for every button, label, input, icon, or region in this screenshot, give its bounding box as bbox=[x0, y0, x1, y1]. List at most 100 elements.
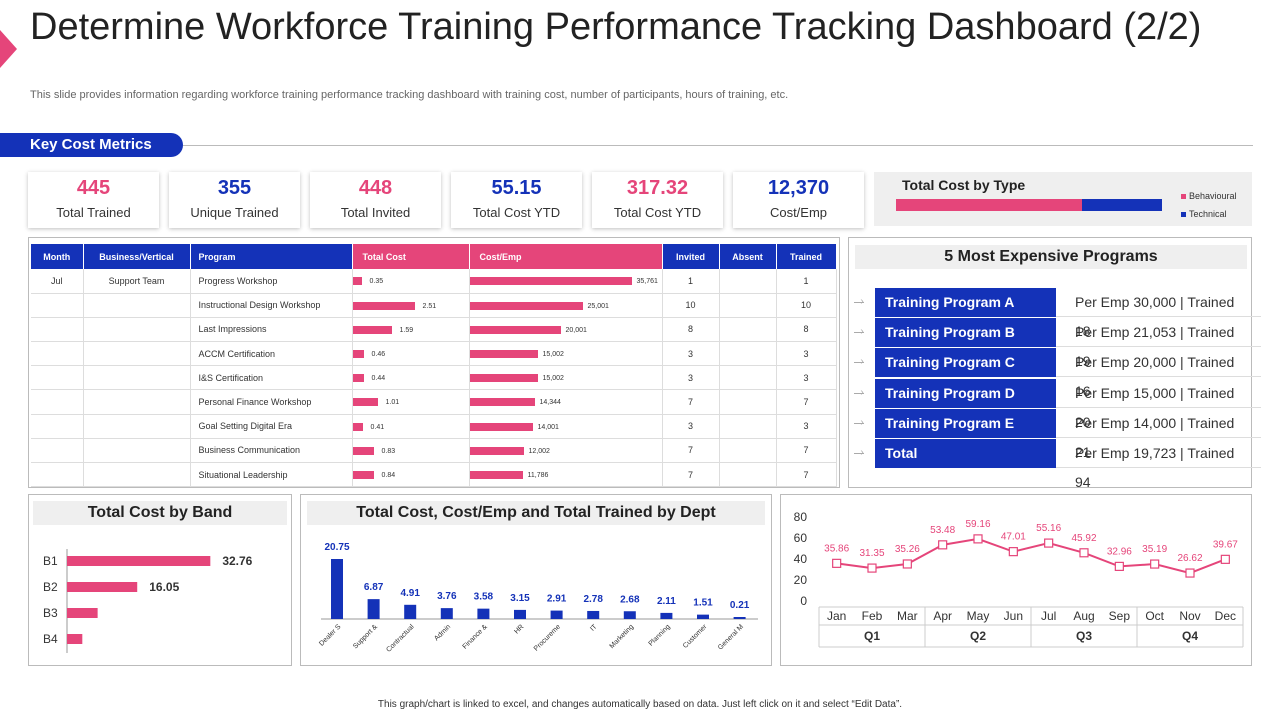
legend-technical: Technical bbox=[1181, 209, 1227, 219]
quarter-label: Q3 bbox=[1076, 629, 1092, 643]
band-bar bbox=[67, 582, 138, 592]
kpi-label: Total Trained bbox=[56, 205, 131, 220]
cost-emp-bar bbox=[469, 374, 538, 383]
cell-program: Instructional Design Workshop bbox=[190, 293, 353, 318]
program-detail: Per Emp 14,000 | Trained 21 bbox=[1075, 414, 1235, 460]
band-bar bbox=[67, 556, 211, 566]
expensive-program-row: › Training Program C Per Emp 20,000 | Trai… bbox=[849, 348, 1261, 399]
band-category-label: B2 bbox=[43, 580, 58, 594]
cell-trained: 8 bbox=[776, 317, 837, 343]
y-tick-label: 60 bbox=[794, 531, 808, 545]
cell-total-cost: 1.59 bbox=[352, 317, 470, 343]
cell-invited: 7 bbox=[662, 462, 720, 488]
cost-bar bbox=[352, 325, 392, 334]
expensive-program-row: › Total Per Emp 19,723 | Trained 94 bbox=[849, 439, 1261, 490]
cost-by-band-panel: Total Cost by Band B1 32.76 B2 16.05 B3 B4 bbox=[28, 494, 292, 666]
dept-bar bbox=[623, 611, 636, 619]
cell-trained: 3 bbox=[776, 414, 837, 439]
cell-trained: 7 bbox=[776, 462, 837, 488]
expensive-program-row: › Training Program D Per Emp 15,000 | Trai… bbox=[849, 378, 1261, 430]
cell-program: Personal Finance Workshop bbox=[190, 389, 353, 415]
month-label: Mar bbox=[897, 609, 918, 623]
row-divider bbox=[1056, 316, 1261, 317]
line-value-label: 26.62 bbox=[1177, 553, 1202, 564]
table-row: Jul Support Team Progress Workshop 0.35 35,7… bbox=[31, 269, 837, 294]
monthly-line bbox=[836, 537, 1226, 575]
kpi-label: Cost/Emp bbox=[769, 205, 828, 220]
dept-bar bbox=[367, 599, 380, 619]
cell-cost-emp: 15,002 bbox=[469, 341, 663, 367]
cost-emp-bar-label: 14,001 bbox=[537, 423, 559, 431]
cost-bar bbox=[352, 350, 364, 359]
cell-month bbox=[31, 365, 84, 391]
program-detail: Per Emp 19,723 | Trained 94 bbox=[1075, 445, 1235, 490]
cost-emp-bar-label: 11,786 bbox=[527, 472, 549, 479]
row-divider bbox=[1056, 406, 1261, 408]
cell-vertical bbox=[83, 462, 191, 488]
cell-vertical bbox=[83, 438, 191, 464]
cost-bar bbox=[352, 277, 362, 285]
dept-value-label: 20.75 bbox=[324, 542, 349, 553]
dept-category-label: Admin bbox=[433, 623, 452, 642]
line-value-label: 59.16 bbox=[965, 519, 990, 530]
band-bar bbox=[67, 634, 83, 644]
program-name: Training Program D bbox=[875, 378, 1056, 408]
cell-trained: 1 bbox=[776, 269, 837, 294]
cell-month bbox=[31, 389, 84, 415]
cost-bar bbox=[352, 301, 415, 310]
cost-emp-bar bbox=[469, 422, 533, 431]
dept-category-label: HR bbox=[513, 623, 525, 635]
cost-emp-bar bbox=[469, 350, 538, 359]
cell-month bbox=[31, 341, 84, 367]
cost-emp-bar bbox=[469, 398, 535, 407]
month-label: Jun bbox=[1004, 609, 1023, 623]
cost-emp-bar-label: 15,002 bbox=[542, 375, 564, 383]
dept-bar bbox=[733, 617, 746, 619]
program-detail: Per Emp 20,000 | Trained 16 bbox=[1075, 354, 1235, 400]
cell-absent bbox=[719, 293, 777, 318]
cost-bar-label: 0.41 bbox=[370, 423, 385, 431]
col-total-cost: Total Cost bbox=[352, 244, 470, 269]
cost-bar-label: 1.01 bbox=[385, 399, 400, 407]
band-value-label: 16.05 bbox=[149, 580, 179, 594]
cell-vertical bbox=[83, 414, 191, 439]
cell-invited: 8 bbox=[662, 317, 720, 343]
line-value-label: 35.19 bbox=[1142, 544, 1167, 555]
program-name: Training Program E bbox=[875, 408, 1056, 438]
cell-total-cost: 0.44 bbox=[352, 365, 470, 391]
cell-total-cost: 0.83 bbox=[352, 438, 470, 464]
expensive-programs-panel: 5 Most Expensive Programs › Training Prog… bbox=[848, 237, 1261, 490]
dept-value-label: 2.11 bbox=[657, 596, 676, 607]
col-vertical: Business/Vertical bbox=[83, 244, 191, 269]
dept-category-label: IT bbox=[589, 623, 599, 633]
dept-value-label: 3.15 bbox=[510, 593, 530, 604]
y-tick-label: 0 bbox=[800, 594, 807, 608]
dept-category-label: Procureme bbox=[533, 623, 562, 652]
cell-trained: 7 bbox=[776, 389, 837, 415]
cell-cost-emp: 35,761 bbox=[469, 269, 663, 294]
program-detail: Per Emp 21,053 | Trained 19 bbox=[1075, 324, 1235, 370]
cost-bar bbox=[352, 374, 364, 383]
line-value-label: 55.16 bbox=[1036, 523, 1061, 534]
title-marker bbox=[0, 30, 17, 68]
dept-bar bbox=[440, 608, 453, 619]
expensive-programs-title: 5 Most Expensive Programs bbox=[855, 245, 1247, 269]
arrow-right-icon: › bbox=[852, 296, 872, 307]
cell-program: Business Communication bbox=[190, 438, 353, 464]
program-name: Total bbox=[875, 439, 1056, 468]
table-row: Last Impressions 1.59 20,001 8 8 bbox=[31, 317, 837, 343]
quarter-label: Q2 bbox=[970, 629, 986, 643]
cost-emp-bar-label: 14,344 bbox=[539, 399, 561, 407]
cell-absent bbox=[719, 317, 777, 343]
cost-bar-label: 1.59 bbox=[399, 326, 414, 334]
month-label: Jan bbox=[827, 609, 846, 623]
arrow-right-icon: › bbox=[852, 356, 872, 367]
cell-month bbox=[31, 293, 84, 318]
line-value-label: 53.48 bbox=[930, 525, 955, 536]
cost-by-band-chart: B1 32.76 B2 16.05 B3 B4 bbox=[43, 549, 253, 653]
dept-chart-title: Total Cost, Cost/Emp and Total Trained b… bbox=[307, 501, 765, 525]
col-absent: Absent bbox=[719, 244, 777, 269]
band-category-label: B4 bbox=[43, 632, 58, 646]
cell-invited: 3 bbox=[662, 414, 720, 439]
line-value-label: 47.01 bbox=[1001, 532, 1026, 543]
